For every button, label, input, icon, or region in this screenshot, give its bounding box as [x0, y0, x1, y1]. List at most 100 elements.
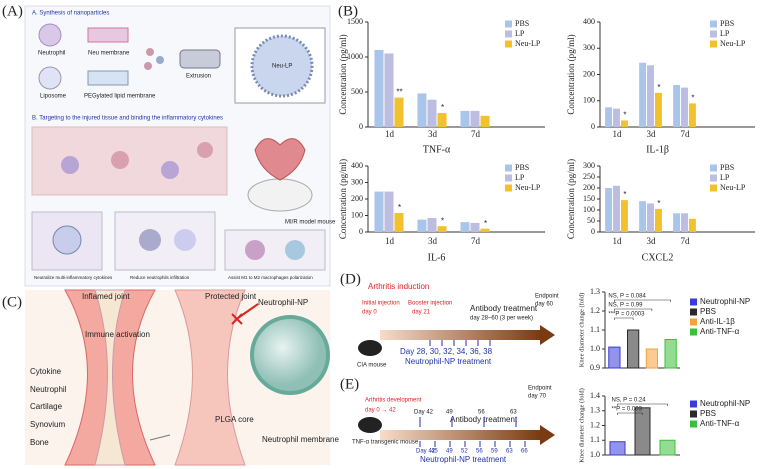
label: Neutrophil membrane — [262, 435, 339, 444]
day-label: 63 — [510, 410, 517, 416]
y-tick-label: 300 — [583, 43, 595, 52]
annotation: **P = 0.003 — [612, 407, 643, 413]
bar — [605, 107, 613, 127]
bar — [605, 188, 613, 232]
y-tick-label: 1.2 — [590, 306, 600, 315]
day-label: 56 — [476, 449, 483, 455]
label: Arthritis induction — [368, 282, 429, 291]
outcome-box — [114, 211, 216, 271]
y-tick-label: 1.3 — [590, 287, 600, 296]
x-tick-label: 3d — [647, 236, 657, 246]
y-tick-label: 200 — [583, 183, 595, 192]
bar — [460, 222, 470, 232]
significance: ** — [396, 88, 402, 97]
timeline-head — [540, 325, 555, 345]
bar — [688, 103, 696, 127]
label: Antibody treatment — [470, 304, 538, 313]
x-tick-label: 3d — [428, 236, 438, 246]
bar — [470, 110, 480, 127]
cell — [111, 151, 129, 169]
label: day 0 — [362, 310, 377, 316]
panel-label: (B) — [338, 3, 358, 19]
bar — [427, 99, 437, 127]
label: Neutrophil — [30, 385, 67, 394]
label: day 0 → 42 — [365, 408, 396, 414]
day-label: 66 — [521, 449, 528, 455]
protected-joint — [174, 289, 246, 466]
legend-label: Neu-LP — [720, 39, 746, 48]
significance: * — [484, 219, 487, 228]
bar — [417, 93, 427, 127]
y-tick-label: 100 — [583, 205, 595, 214]
x-tick-label: 7d — [471, 236, 481, 246]
label: Neutrophil-NP treatment — [420, 455, 507, 464]
legend-label: Anti-TNF-α — [700, 419, 740, 428]
y-tick-label: 0 — [591, 227, 595, 236]
particle — [146, 48, 154, 56]
bar — [620, 120, 628, 127]
significance: * — [398, 203, 401, 212]
timeline — [380, 430, 540, 440]
legend-swatch — [505, 30, 512, 38]
legend-label: LP — [515, 29, 525, 38]
legend-swatch — [690, 318, 697, 326]
legend-label: Neu-LP — [515, 39, 541, 48]
label: Endpoint — [528, 386, 552, 392]
y-tick-label: 0.9 — [590, 363, 600, 372]
legend-swatch — [710, 164, 717, 172]
x-tick-label: 3d — [647, 129, 657, 139]
bar — [460, 110, 470, 127]
bar — [639, 201, 647, 232]
legend-label: LP — [515, 173, 525, 182]
cell — [161, 161, 179, 179]
day-label: 49 — [446, 410, 453, 416]
bar — [634, 407, 651, 456]
label: Neutrophil-NP treatment — [405, 357, 492, 366]
bar — [437, 113, 447, 127]
label: Neutrophil-NP — [258, 298, 308, 307]
legend-label: PBS — [720, 163, 734, 172]
y-tick-label: 1.1 — [590, 325, 600, 334]
legend-label: Neutrophil-NP — [700, 399, 750, 408]
panel-label: (C) — [2, 294, 22, 310]
bar — [480, 228, 490, 232]
neu-lp-icon — [52, 225, 82, 255]
label: TNF-α transgenic mouse — [352, 440, 419, 446]
step-title: B. Targeting to the injured tissue and b… — [32, 116, 223, 122]
label: day 21 — [412, 310, 431, 316]
panel-label: (D) — [340, 271, 361, 287]
cell — [174, 229, 196, 251]
legend-label: PBS — [515, 19, 529, 28]
bar — [639, 62, 647, 127]
label: Arthritis development — [365, 398, 422, 404]
legend-swatch — [710, 184, 717, 192]
legend-label: PBS — [515, 163, 529, 172]
divider — [149, 434, 171, 441]
y-tick-label: 150 — [583, 194, 595, 203]
neutrophil-icon — [38, 23, 62, 47]
x-tick-label: 7d — [471, 129, 481, 139]
cell — [139, 229, 161, 251]
label: CIA mouse — [357, 363, 387, 369]
y-tick-label: 400 — [583, 17, 595, 26]
panel-e-timeline: Arthritis development day 0 → 42 Endpoin… — [352, 386, 555, 464]
bar — [384, 191, 394, 232]
outcome-text: Neutralize multi-inflammatory cytokines — [34, 275, 113, 280]
significance: * — [441, 216, 444, 225]
legend-label: PBS — [700, 307, 716, 316]
y-axis-label: Concentration (pg/ml) — [566, 159, 576, 239]
legend-label: Neu-LP — [720, 183, 746, 192]
x-tick-label: 1d — [613, 129, 623, 139]
label: Cytokine — [30, 367, 62, 376]
bar — [609, 441, 626, 456]
y-tick-label: 300 — [351, 177, 363, 186]
mouse-icon — [358, 417, 382, 433]
panel-c: Inflamed joint Protected joint Immune ac… — [25, 289, 339, 466]
bar — [673, 213, 681, 232]
timeline — [380, 330, 540, 340]
annotation: ***P = 0.0003 — [608, 312, 645, 318]
cell — [61, 156, 79, 174]
y-tick-label: 1.0 — [590, 450, 600, 459]
y-tick-label: 1.0 — [590, 344, 600, 353]
